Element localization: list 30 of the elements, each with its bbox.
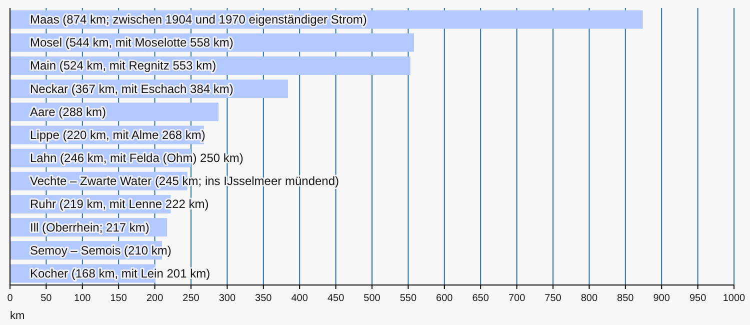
x-tick-label: 600 bbox=[436, 293, 454, 304]
y-tick-label: Ill (Oberrhein; 217 km) bbox=[30, 220, 150, 234]
x-tick-label: 500 bbox=[364, 293, 381, 304]
x-tick-label: 50 bbox=[40, 293, 52, 304]
x-tick-label: 450 bbox=[327, 293, 345, 304]
x-tick-label: 700 bbox=[508, 293, 526, 304]
y-tick-label: Aare (288 km) bbox=[30, 104, 106, 119]
x-axis-title: km bbox=[10, 310, 25, 322]
x-tick-label: 1000 bbox=[722, 293, 746, 304]
x-tick-label: 350 bbox=[255, 293, 272, 304]
x-tick-label: 750 bbox=[544, 293, 562, 304]
y-tick-label: Lippe (220 km, mit Alme 268 km) bbox=[30, 128, 206, 142]
x-tick-label: 250 bbox=[182, 293, 200, 304]
y-tick-label: Main (524 km, mit Regnitz 553 km) bbox=[30, 58, 216, 73]
y-tick-label: Maas (874 km; zwischen 1904 und 1970 eigenständiger Strom) bbox=[30, 12, 367, 27]
y-tick-label: Semoy – Semois (210 km) bbox=[30, 243, 172, 258]
x-tick-label: 300 bbox=[218, 293, 236, 304]
x-tick-label: 950 bbox=[689, 293, 707, 304]
x-tick-label: 550 bbox=[400, 293, 417, 304]
y-tick-label: Neckar (367 km, mit Eschach 384 km) bbox=[30, 82, 234, 96]
x-tick-label: 900 bbox=[653, 293, 670, 304]
x-tick-label: 400 bbox=[291, 293, 308, 304]
y-tick-label: Mosel (544 km, mit Moselotte 558 km) bbox=[30, 36, 234, 50]
x-tick-label: 150 bbox=[110, 293, 128, 304]
x-tick-label: 0 bbox=[7, 293, 14, 304]
x-tick-label: 800 bbox=[580, 293, 598, 304]
x-tick-label: 200 bbox=[146, 293, 164, 304]
x-tick-label: 650 bbox=[472, 293, 490, 304]
x-tick-label: 850 bbox=[617, 293, 634, 304]
x-tick-label: 100 bbox=[74, 293, 92, 304]
